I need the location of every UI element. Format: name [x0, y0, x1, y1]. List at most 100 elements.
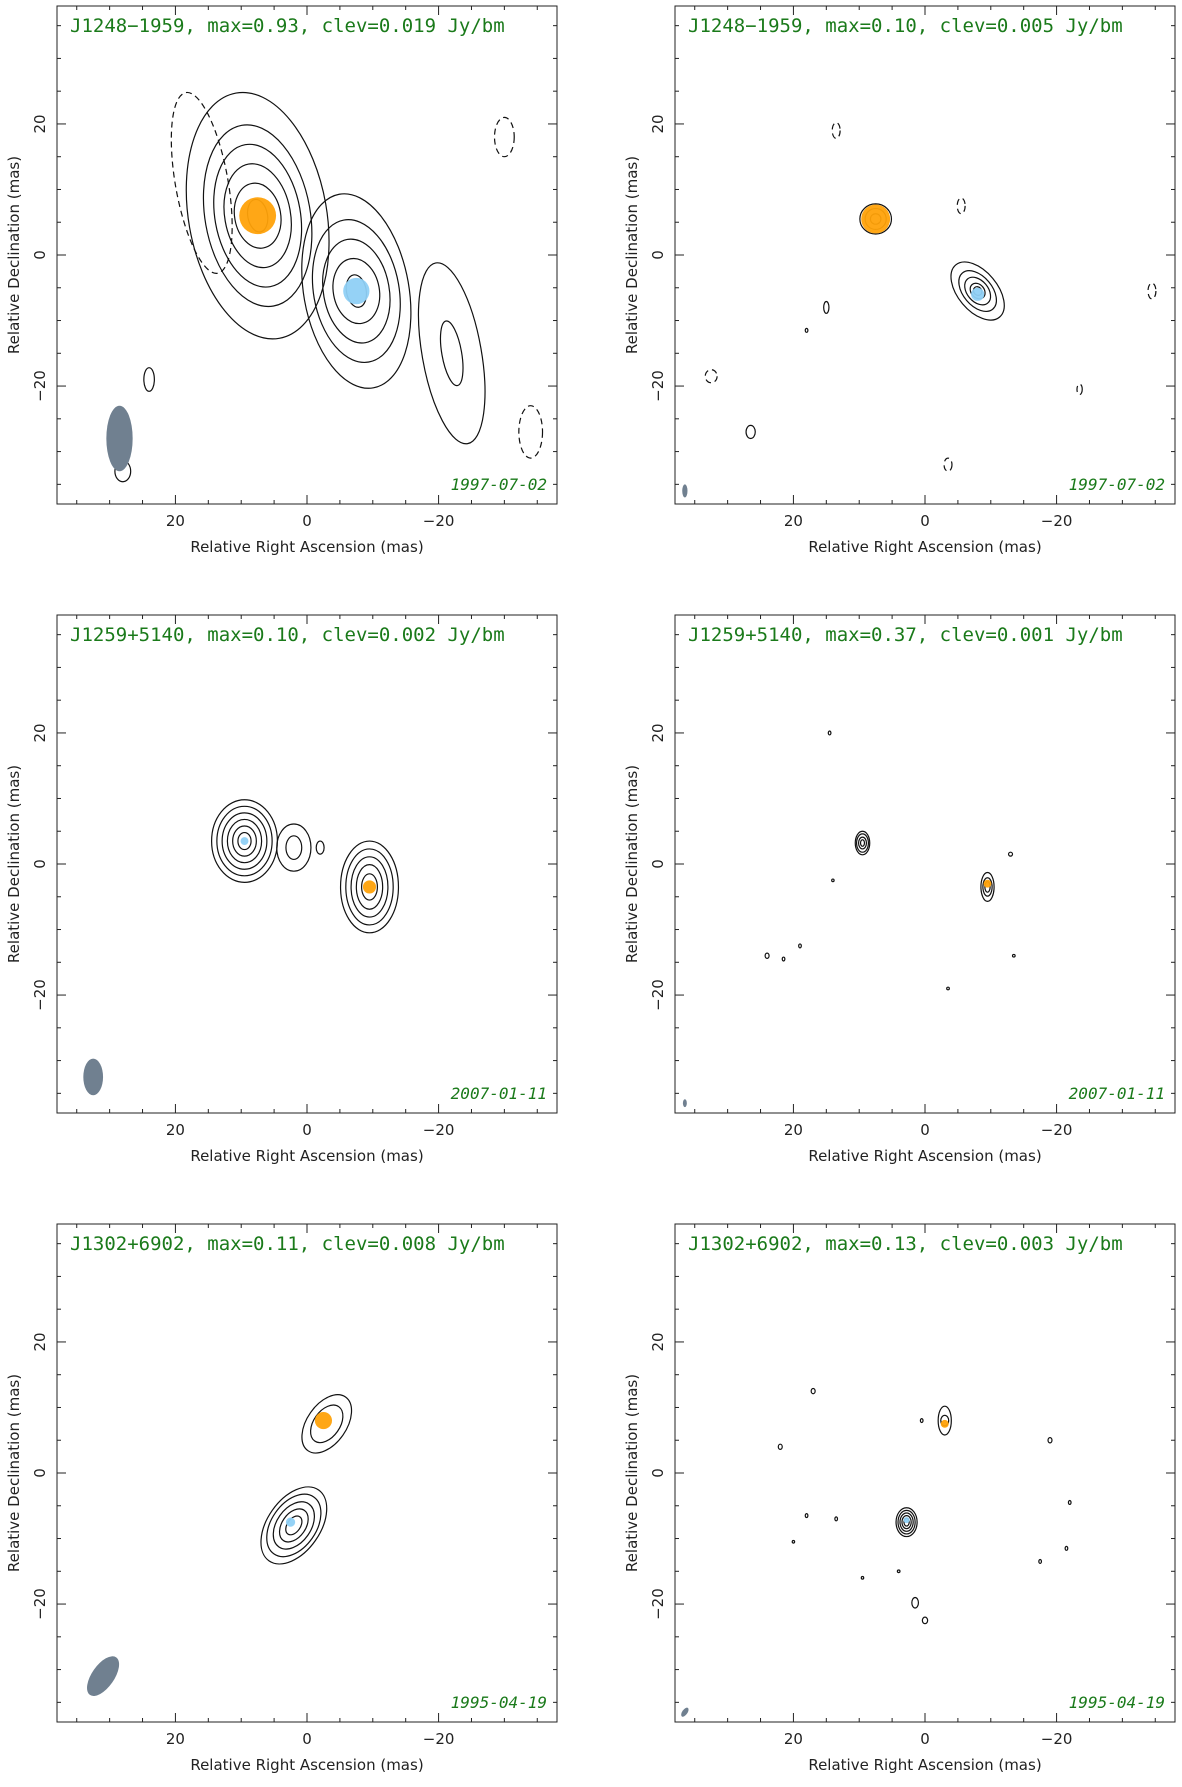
- contour-line: [223, 163, 292, 269]
- contour-line: [859, 839, 866, 847]
- noise-contour: [834, 1516, 839, 1522]
- contour-line: [937, 1405, 952, 1436]
- contour-line: [899, 1512, 914, 1532]
- x-tick-label: 0: [920, 1730, 930, 1748]
- x-tick-label: 20: [166, 1730, 185, 1748]
- noise-contour: [1007, 851, 1014, 857]
- x-tick-label: 0: [302, 1121, 312, 1139]
- observation-date: 1995-04-19: [1069, 1693, 1165, 1712]
- model-component-blue: [903, 1517, 910, 1524]
- negative-contour: [956, 197, 966, 215]
- plot-frame: [674, 1223, 1176, 1723]
- contour-line: [901, 1514, 912, 1530]
- y-axis-label: Relative Declination (mas): [623, 765, 641, 963]
- x-tick-label: 0: [302, 1730, 312, 1748]
- noise-contour: [823, 300, 830, 314]
- noise-contour: [777, 1443, 783, 1451]
- contour-line: [221, 812, 268, 870]
- negative-contour: [943, 457, 953, 472]
- y-tick-label: 20: [31, 723, 49, 742]
- contour-line: [266, 1493, 322, 1558]
- noise-contour: [860, 1575, 865, 1580]
- noise-contour: [1011, 953, 1016, 958]
- y-tick-label: −20: [649, 979, 667, 1011]
- contour-line: [315, 840, 325, 855]
- contour-line: [322, 238, 391, 344]
- noise-contour: [831, 878, 835, 883]
- model-component-blue: [343, 277, 370, 305]
- panel-title: J1259+5140, max=0.37, clev=0.001 Jy/bm: [688, 624, 1123, 646]
- contour-line: [439, 320, 464, 387]
- y-axis-label: Relative Declination (mas): [5, 1374, 23, 1572]
- contour-line: [417, 262, 486, 445]
- y-tick-label: 0: [649, 250, 667, 260]
- contour-line: [278, 1508, 309, 1543]
- x-tick-label: 20: [784, 1730, 803, 1748]
- contour-line: [339, 840, 400, 934]
- model-component-orange: [362, 880, 377, 894]
- noise-contour: [921, 1616, 929, 1625]
- contour-line: [202, 124, 313, 308]
- x-tick-label: 0: [920, 1121, 930, 1139]
- y-tick-label: −20: [31, 979, 49, 1011]
- y-tick-label: 0: [31, 1468, 49, 1478]
- contour-layer: [87, 1394, 353, 1696]
- x-axis-label: Relative Right Ascension (mas): [190, 538, 423, 556]
- contour-line: [309, 1404, 344, 1444]
- beam-ellipse: [682, 484, 688, 498]
- y-axis-label: Relative Declination (mas): [5, 156, 23, 354]
- noise-contour: [896, 1569, 901, 1574]
- model-component-orange: [861, 204, 891, 234]
- contour-line: [272, 1501, 315, 1550]
- contour-line: [276, 823, 312, 872]
- noise-contour: [827, 730, 832, 736]
- contour-line: [216, 805, 273, 877]
- panel-title: J1302+6902, max=0.11, clev=0.008 Jy/bm: [70, 1233, 505, 1255]
- contour-line: [964, 276, 992, 306]
- observation-date: 2007-01-11: [451, 1084, 547, 1103]
- panel-title: J1259+5140, max=0.10, clev=0.002 Jy/bm: [70, 624, 505, 646]
- negative-contour: [170, 91, 233, 274]
- contour-line: [897, 1509, 916, 1535]
- beam-ellipse: [106, 405, 133, 472]
- contour-line: [332, 257, 381, 325]
- model-component-orange: [983, 879, 992, 888]
- beam-ellipse: [83, 1058, 104, 1096]
- noise-contour: [1038, 1558, 1043, 1565]
- beam-ellipse: [681, 1707, 689, 1717]
- x-tick-label: −20: [1041, 512, 1073, 530]
- x-tick-label: 0: [920, 512, 930, 530]
- contour-line: [854, 830, 871, 856]
- contour-layer: [681, 1387, 1072, 1717]
- x-axis-label: Relative Right Ascension (mas): [808, 538, 1041, 556]
- y-axis-label: Relative Declination (mas): [623, 156, 641, 354]
- x-tick-label: −20: [423, 512, 455, 530]
- y-tick-label: −20: [649, 370, 667, 402]
- x-tick-label: −20: [423, 1730, 455, 1748]
- contour-line: [237, 831, 252, 851]
- noise-contour: [1067, 1499, 1072, 1506]
- x-axis-label: Relative Right Ascension (mas): [808, 1147, 1041, 1165]
- contour-layer: [83, 799, 400, 1096]
- noise-contour: [1064, 1545, 1069, 1551]
- noise-contour: [781, 956, 786, 962]
- y-tick-label: 0: [31, 250, 49, 260]
- noise-contour: [804, 327, 809, 333]
- noise-contour: [143, 367, 155, 392]
- contour-line: [301, 193, 412, 389]
- contour-line: [859, 203, 893, 235]
- noise-contour: [919, 1418, 924, 1424]
- contour-line: [361, 873, 378, 901]
- contour-line: [185, 91, 330, 340]
- contour-layer: [682, 122, 1157, 498]
- model-component-blue: [240, 837, 249, 846]
- y-tick-label: −20: [31, 370, 49, 402]
- noise-contour: [798, 943, 802, 949]
- plot-frame: [674, 614, 1176, 1114]
- noise-contour: [810, 1387, 816, 1395]
